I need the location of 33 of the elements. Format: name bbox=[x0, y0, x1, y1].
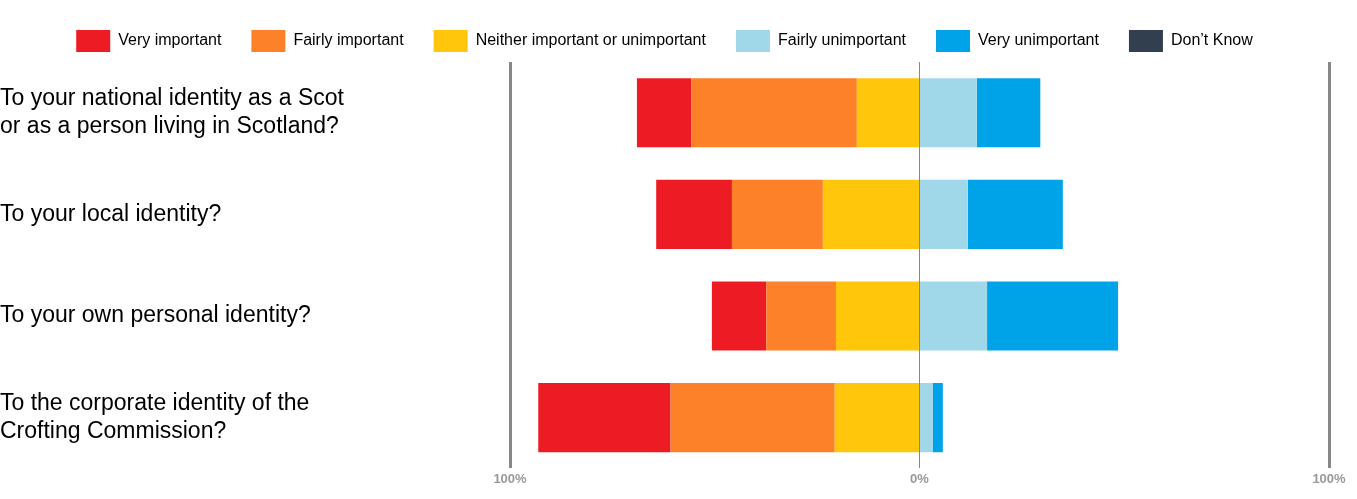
bar bbox=[670, 383, 835, 453]
bar bbox=[822, 179, 919, 249]
y-tick-label: To your national identity as a Scot or as a person living in Scotland? bbox=[0, 84, 345, 138]
y-tick-label: To your local identity? bbox=[0, 199, 222, 226]
legend-label: Fairly important bbox=[293, 31, 405, 49]
legend-label: Very important bbox=[118, 31, 222, 49]
legend-label: Don’t Know bbox=[1170, 31, 1254, 49]
bar bbox=[856, 78, 919, 148]
bar bbox=[835, 281, 919, 351]
bar bbox=[766, 281, 836, 351]
y-tick-label: To your own personal identity? bbox=[0, 301, 311, 328]
bar bbox=[932, 383, 943, 453]
bar bbox=[834, 383, 919, 453]
x-tick-label: 100% bbox=[493, 470, 528, 486]
bar bbox=[987, 281, 1119, 351]
x-tick-label: 100% bbox=[1312, 470, 1347, 486]
bar bbox=[920, 78, 977, 148]
x-tick-label: 0% bbox=[910, 470, 930, 486]
bar bbox=[920, 281, 988, 351]
bar bbox=[691, 78, 857, 148]
bar bbox=[538, 383, 671, 453]
bar bbox=[656, 179, 732, 249]
bar bbox=[920, 179, 968, 249]
legend-label: Very unimportant bbox=[978, 31, 1100, 49]
bar bbox=[976, 78, 1041, 148]
bar bbox=[920, 383, 933, 453]
bar bbox=[711, 281, 767, 351]
legend-label: Fairly unimportant bbox=[777, 31, 907, 49]
bar bbox=[967, 179, 1063, 249]
bar bbox=[636, 78, 692, 148]
legend-label: Neither important or unimportant bbox=[475, 31, 707, 49]
bar bbox=[731, 179, 823, 249]
y-tick-label: To the corporate identity of the Crofting Commission? bbox=[0, 389, 310, 443]
